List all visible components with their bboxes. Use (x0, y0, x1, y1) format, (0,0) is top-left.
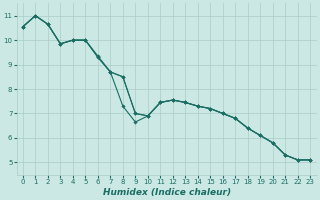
X-axis label: Humidex (Indice chaleur): Humidex (Indice chaleur) (102, 188, 231, 197)
